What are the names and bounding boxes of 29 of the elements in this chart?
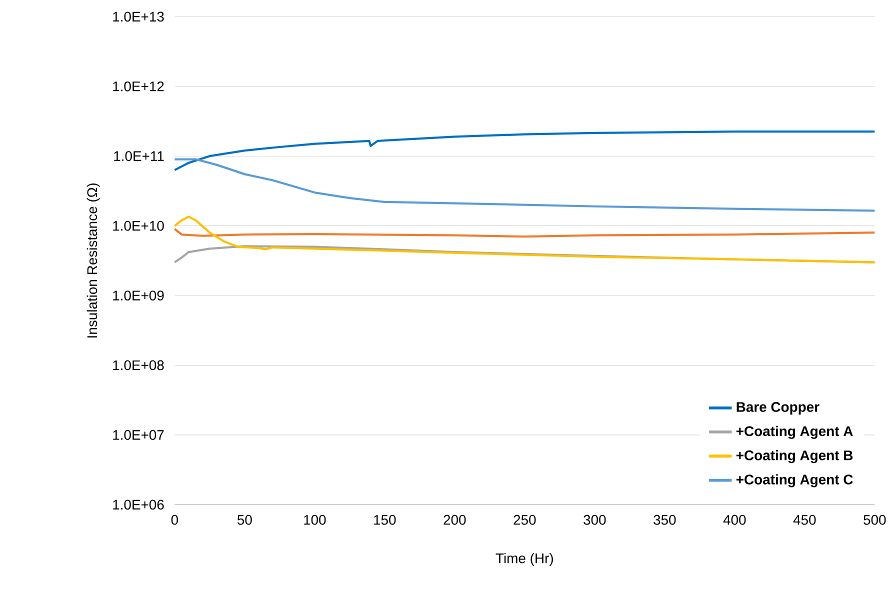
y-tick-label: 1.0E+13	[113, 12, 164, 22]
x-tick-label: 250	[514, 514, 536, 525]
x-tick-label: 150	[374, 514, 396, 525]
y-tick-label: 1.0E+07	[113, 430, 164, 440]
y-tick-label: 1.0E+10	[113, 220, 164, 231]
y-tick-label: 1.0E+11	[114, 151, 164, 162]
y-tick-label: 1.0E+12	[113, 81, 164, 92]
x-tick-label: 50	[237, 514, 252, 525]
x-tick-label: 400	[723, 514, 746, 525]
x-tick-label: 350	[654, 514, 676, 525]
line-series	[174, 158, 876, 212]
x-tick-label: 200	[444, 514, 466, 525]
legend-label: +Coating Agent C	[736, 474, 853, 488]
y-tick-label: 1.0E+09	[113, 290, 164, 300]
legend-label: Bare Copper	[736, 402, 820, 415]
x-tick-label: 0	[171, 514, 178, 525]
legend-label: +Coating Agent B	[736, 450, 853, 464]
legend-label: +Coating Agent A	[736, 426, 853, 439]
y-tick-label: 1.0E+06	[113, 500, 164, 510]
line-series	[174, 130, 876, 172]
line-series	[174, 216, 876, 264]
x-tick-label: 450	[793, 514, 816, 525]
line-series	[174, 228, 876, 238]
x-tick-label: 300	[584, 514, 606, 525]
x-axis-title: Time (Hr)	[496, 553, 553, 566]
y-tick-label: 1.0E+08	[113, 360, 164, 370]
x-tick-label: 100	[304, 514, 326, 525]
x-tick-label: 500	[864, 514, 886, 525]
y-axis-title: Insulation Resistance (Ω)	[86, 183, 100, 338]
